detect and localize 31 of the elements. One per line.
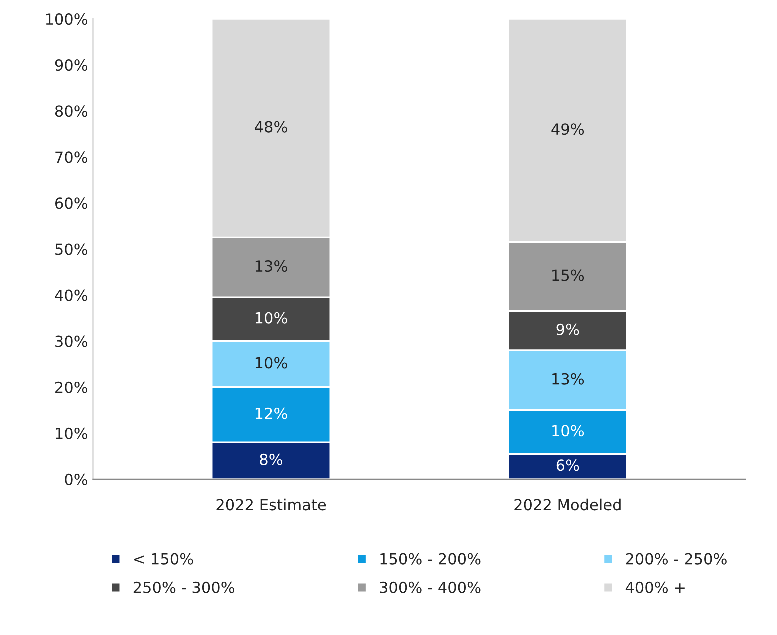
data-label: 10% — [256, 357, 288, 369]
x-tick-label: 2022 Modeled — [514, 498, 621, 511]
y-tick-label: 70% — [56, 152, 88, 164]
data-label: 8% — [260, 454, 283, 466]
y-tick-label: 20% — [56, 382, 88, 394]
legend-label: 250% - 300% — [134, 582, 235, 594]
y-tick-label: 0% — [65, 474, 88, 486]
data-label: 15% — [552, 270, 584, 282]
y-tick-label: 90% — [55, 60, 88, 72]
legend-label: 200% - 250% — [626, 553, 727, 565]
data-label: 13% — [256, 260, 288, 272]
legend-label: 400% + — [626, 582, 685, 594]
y-tick-label: 40% — [55, 290, 88, 302]
data-label: 48% — [255, 121, 288, 133]
data-label: 10% — [552, 425, 584, 437]
y-tick-label: 50% — [56, 244, 88, 256]
y-tick-label: 30% — [56, 336, 88, 348]
legend-label: 300% - 400% — [380, 582, 481, 594]
data-label: 12% — [256, 408, 288, 420]
y-tick-label: 10% — [56, 428, 88, 440]
data-label: 13% — [552, 373, 584, 385]
y-tick-label: 80% — [55, 106, 88, 118]
legend-label: < 150% — [134, 553, 194, 565]
legend-label: 150% - 200% — [380, 553, 481, 565]
y-tick-label: 100% — [46, 14, 88, 26]
x-tick-label: 2022 Estimate — [216, 498, 326, 511]
data-label: 10% — [256, 312, 288, 324]
y-tick-label: 60% — [55, 198, 88, 210]
data-label: 49% — [552, 124, 584, 136]
data-label: 6% — [556, 460, 580, 472]
data-label: 9% — [556, 324, 580, 336]
